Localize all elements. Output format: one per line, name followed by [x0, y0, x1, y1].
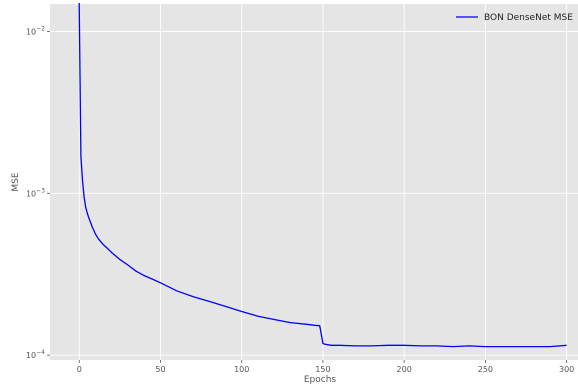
y-tick-label: 10−3	[26, 187, 45, 198]
series-line	[78, 2, 567, 348]
x-tick-label: 200	[397, 365, 412, 374]
x-tick-label: 50	[155, 365, 165, 374]
y-tick-label: 10−4	[26, 349, 45, 360]
x-tick-label: 150	[315, 365, 330, 374]
x-tick-label: 300	[559, 365, 574, 374]
x-tick-label: 250	[478, 365, 493, 374]
legend-label: BON DenseNet MSE	[484, 13, 573, 23]
ticks: 0 50 100 150 200 250 300 10−2 10−3 10−4	[26, 26, 574, 374]
grid	[50, 4, 578, 360]
y-axis-label: MSE	[11, 172, 21, 191]
x-tick-label: 0	[77, 365, 82, 374]
legend: BON DenseNet MSE	[456, 13, 573, 23]
plot-background	[50, 4, 578, 360]
y-tick-label: 10−2	[26, 26, 45, 37]
x-tick-label: 100	[234, 365, 249, 374]
series-layer	[78, 2, 567, 348]
x-axis-label: Epochs	[304, 375, 337, 385]
